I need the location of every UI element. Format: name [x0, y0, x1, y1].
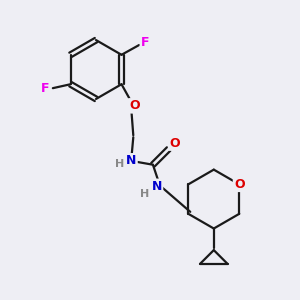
Text: H: H	[140, 189, 150, 199]
Text: N: N	[152, 180, 162, 193]
Text: F: F	[141, 35, 149, 49]
Text: O: O	[234, 178, 244, 191]
Text: O: O	[129, 99, 140, 112]
Text: H: H	[115, 159, 124, 169]
Text: N: N	[126, 154, 136, 167]
Text: F: F	[41, 82, 49, 95]
Text: O: O	[169, 136, 180, 150]
